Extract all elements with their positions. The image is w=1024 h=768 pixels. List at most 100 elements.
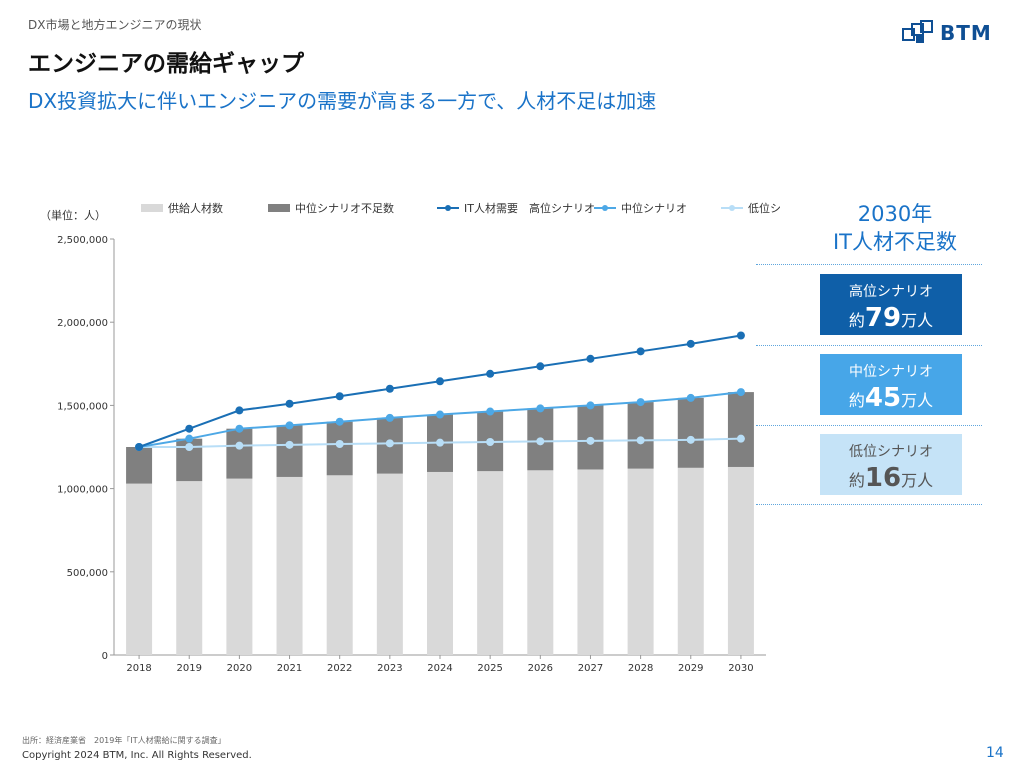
summary-title-year: 2030年 <box>857 202 933 226</box>
line-low-point <box>185 443 194 451</box>
line-mid-point <box>636 398 645 407</box>
line-mid-point <box>586 401 595 410</box>
line-low-point <box>686 435 695 444</box>
bar-supply <box>276 476 303 655</box>
legend-swatch-marker <box>445 205 451 211</box>
bar-shortage <box>677 397 704 468</box>
line-low-point <box>436 438 444 447</box>
line-high-point <box>486 369 495 378</box>
bar-supply <box>477 471 504 655</box>
scenario-name: 中位シナリオ <box>849 364 933 380</box>
bar-supply <box>527 470 554 655</box>
line-high-point <box>385 384 394 393</box>
line-high-point <box>285 399 294 408</box>
line-high-point <box>135 443 144 451</box>
line-mid-point <box>686 393 695 402</box>
line-mid-point <box>736 388 745 397</box>
line-high-point <box>586 354 595 363</box>
x-tick-label: 2021 <box>277 663 302 674</box>
x-tick-label: 2029 <box>678 663 703 674</box>
line-low-point <box>285 440 294 449</box>
x-tick-label: 2024 <box>427 663 452 674</box>
bar-supply <box>677 467 704 655</box>
bar-supply <box>376 473 403 655</box>
bar-supply <box>627 468 654 655</box>
line-high-point <box>436 377 444 386</box>
scenario-box-high: 高位シナリオ 約79万人 <box>820 274 962 335</box>
legend-label: 供給人材数 <box>168 201 223 215</box>
line-mid-point <box>536 404 545 413</box>
line-low-point <box>385 439 394 448</box>
legend-label: 低位シナリオ <box>748 201 780 215</box>
line-low-point <box>235 441 244 450</box>
copyright: Copyright 2024 BTM, Inc. All Rights Rese… <box>22 750 252 761</box>
line-high-point <box>235 406 244 415</box>
scenario-name: 低位シナリオ <box>849 444 933 460</box>
x-tick-label: 2025 <box>477 663 502 674</box>
bar-shortage <box>727 392 754 467</box>
y-tick-label: 1,500,000 <box>57 401 108 412</box>
bar-supply <box>326 475 353 655</box>
source-note: 出所：経済産業省 2019年「IT人材需給に関する調査」 <box>22 736 226 745</box>
y-unit-label: （単位：人） <box>40 208 106 222</box>
scenario-box-mid: 中位シナリオ 約45万人 <box>820 354 962 415</box>
page-subtitle: DX投資拡大に伴いエンジニアの需要が高まる一方で、人材不足は加速 <box>28 89 657 113</box>
line-low-point <box>536 437 545 446</box>
line-mid-point <box>235 424 244 433</box>
line-mid-point <box>385 413 394 422</box>
legend-swatch-marker <box>602 205 608 211</box>
legend-label: IT人材需要 高位シナリオ <box>464 201 595 215</box>
x-tick-label: 2030 <box>728 663 753 674</box>
x-tick-label: 2019 <box>177 663 202 674</box>
y-tick-label: 2,000,000 <box>57 318 108 329</box>
line-low-point <box>736 434 745 443</box>
bar-supply <box>226 478 253 655</box>
legend-swatch-marker <box>729 205 735 211</box>
scenario-name: 高位シナリオ <box>849 284 933 300</box>
legend-swatch <box>268 204 290 212</box>
y-tick-label: 0 <box>102 651 108 662</box>
x-tick-label: 2027 <box>578 663 603 674</box>
summary-title-label: IT人材不足数 <box>832 230 958 254</box>
line-mid-point <box>436 410 444 419</box>
line-high-point <box>686 339 695 348</box>
bar-shortage <box>226 428 253 479</box>
legend-label: 中位シナリオ <box>621 201 687 215</box>
line-mid-point <box>335 417 344 426</box>
line-low-point <box>636 436 645 445</box>
line-mid-point <box>486 407 495 416</box>
divider-line <box>756 504 982 505</box>
line-high-point <box>536 362 545 371</box>
scenario-value: 約79万人 <box>848 303 934 333</box>
scenario-box-low: 低位シナリオ 約16万人 <box>820 434 962 495</box>
line-high-point <box>335 392 344 401</box>
line-low-point <box>335 440 344 449</box>
divider-line <box>756 264 982 265</box>
legend-swatch <box>141 204 163 212</box>
line-high-point <box>185 424 194 433</box>
bar-shortage <box>126 447 153 484</box>
bar-shortage <box>326 421 353 476</box>
summary-title: 2030年 IT人材不足数 <box>800 200 990 256</box>
bar-shortage <box>627 402 654 469</box>
bar-supply <box>727 466 754 655</box>
logo-mark-icon <box>902 20 933 43</box>
x-tick-label: 2028 <box>628 663 653 674</box>
demand-supply-chart: （単位：人） 0 500,000 1,000,000 1,500,000 2,000,00… <box>40 201 780 674</box>
bar-shortage <box>276 425 303 477</box>
legend-label: 中位シナリオ不足数 <box>295 201 394 215</box>
x-tick-label: 2026 <box>528 663 553 674</box>
divider-line <box>756 345 982 346</box>
scenario-value: 約16万人 <box>848 463 934 493</box>
scenario-value: 約45万人 <box>848 383 934 413</box>
logo-text: BTM <box>940 21 992 45</box>
divider-line <box>756 425 982 426</box>
bar-supply <box>176 481 203 655</box>
line-low-point <box>486 438 495 447</box>
x-tick-label: 2023 <box>377 663 402 674</box>
line-high-point <box>636 347 645 356</box>
x-tick-label: 2022 <box>327 663 352 674</box>
line-low-point <box>586 436 595 445</box>
y-tick-label: 1,000,000 <box>57 485 108 496</box>
bar-supply <box>427 471 453 655</box>
